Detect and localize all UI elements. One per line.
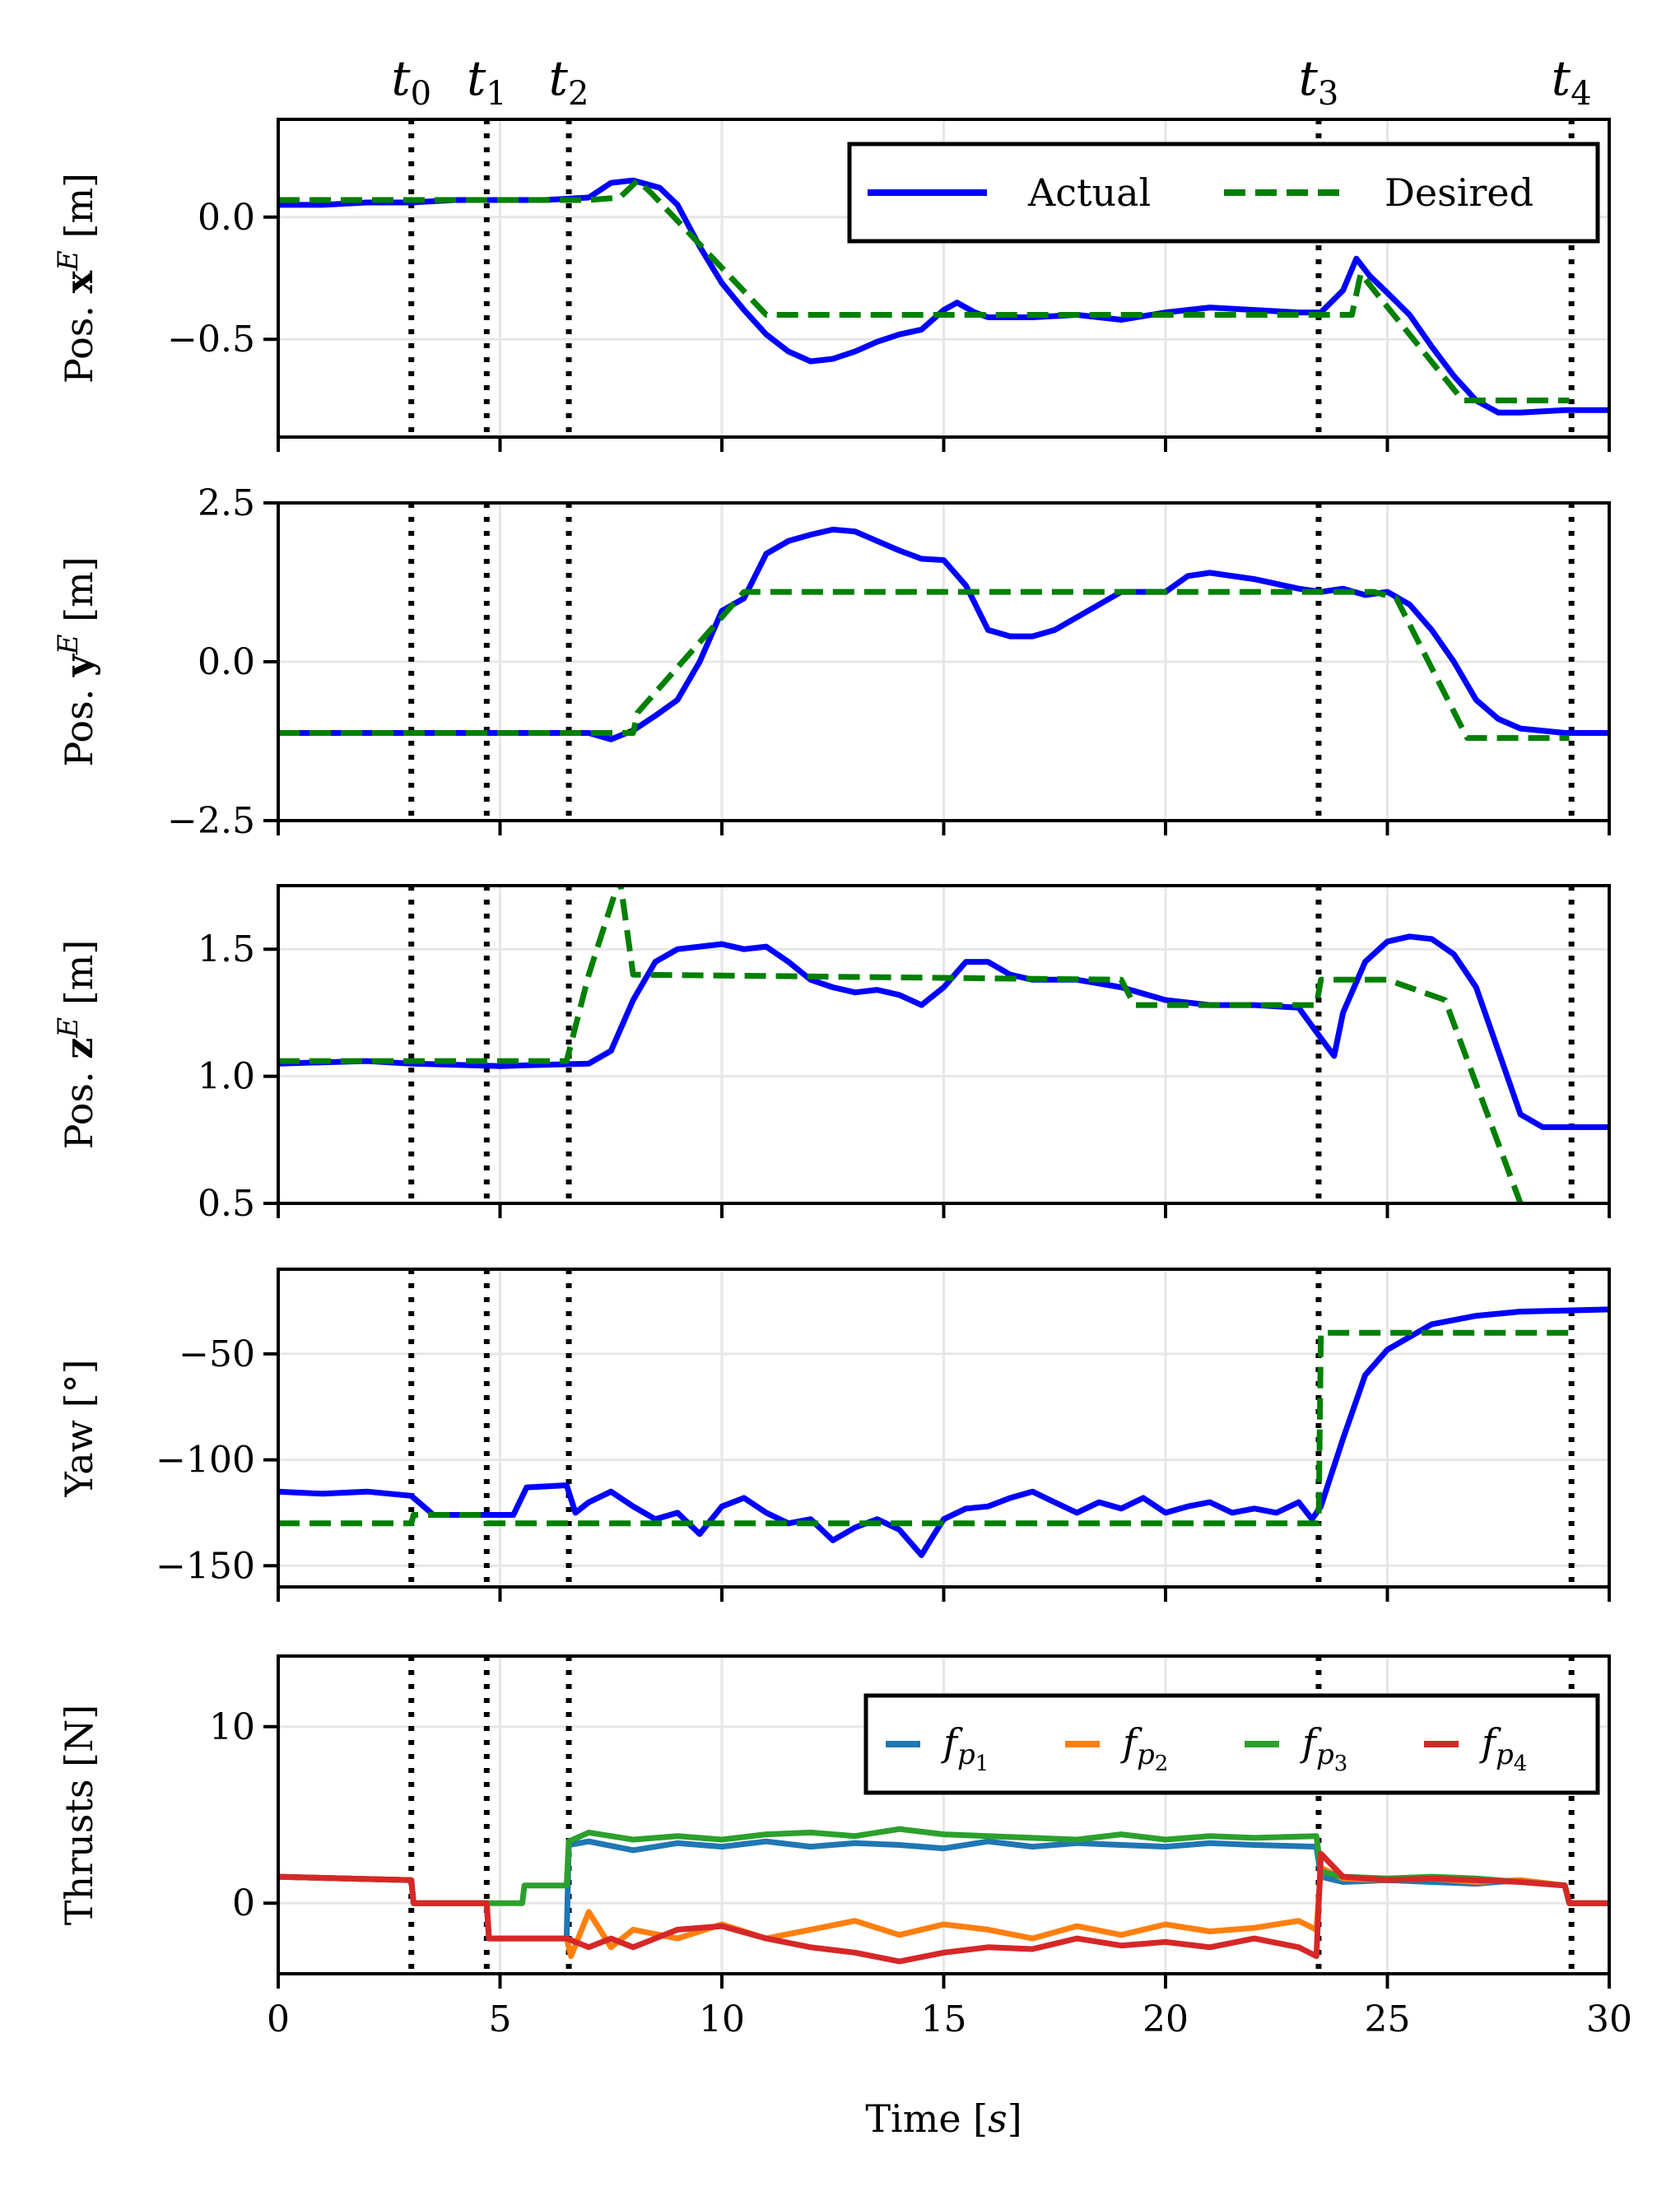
x-tick-label: 30	[1586, 1998, 1632, 2040]
grid	[277, 501, 1611, 822]
x-tick-label: 20	[1142, 1998, 1189, 2040]
x-tick-label: 10	[699, 1998, 745, 2040]
x-tick-label: 15	[921, 1998, 967, 2040]
y-axis-label: Yaw [°]	[57, 1359, 101, 1497]
ylabel-prefix: Pos.	[57, 677, 101, 767]
series-actual	[278, 933, 1609, 1130]
y-tick-label: 0.0	[198, 641, 255, 683]
ylabel-var: x	[57, 270, 101, 293]
y-tick-label: −2.5	[167, 800, 255, 842]
legend-sub: p	[1316, 1738, 1334, 1771]
ylabel-unit: [m]	[57, 556, 101, 634]
event-label-t1: t1	[467, 50, 507, 113]
series-group	[278, 886, 1609, 1203]
ylabel-var: y	[57, 654, 101, 677]
panel-1: 0.0 −0.5 Pos. xE [m] Actual Desired	[52, 118, 1611, 452]
legend-sub: p	[1496, 1738, 1514, 1771]
event-sub: 3	[1318, 75, 1338, 113]
event-label-t0: t0	[391, 50, 431, 113]
event-label-t4: t4	[1552, 50, 1592, 113]
event-sub: 2	[568, 75, 589, 113]
panel-4: −50 −100 −150 Yaw [°]	[57, 1268, 1611, 1602]
legend-label-desired: Desired	[1384, 170, 1533, 215]
legend: fp1 fp2 fp3 fp4	[863, 1693, 1600, 1795]
ylabel-prefix: Pos.	[57, 1059, 101, 1150]
y-tick-label: −150	[156, 1545, 255, 1587]
legend-box	[863, 1693, 1600, 1795]
ylabel-unit: [m]	[57, 940, 101, 1017]
y-tick-label: 10	[209, 1706, 255, 1748]
y-tick-label: −0.5	[167, 319, 255, 361]
series-group	[278, 526, 1609, 742]
y-axis-label: Thrusts [N]	[57, 1705, 101, 1925]
legend-sub: p	[1137, 1738, 1155, 1771]
legend-label-fp1: fp1	[941, 1720, 989, 1776]
legend-label-fp3: fp3	[1300, 1720, 1347, 1776]
legend-label-actual: Actual	[1027, 170, 1151, 215]
series-group	[278, 1826, 1609, 1965]
series-fp4	[278, 1850, 1609, 1965]
legend-subsub: 4	[1514, 1752, 1528, 1776]
series-desired	[278, 886, 1524, 1203]
event-t: t	[1552, 50, 1571, 106]
event-label-t2: t2	[549, 50, 589, 113]
y-tick-label: 1.0	[198, 1056, 255, 1098]
y-tick-label: 0.5	[198, 1183, 255, 1225]
ylabel-var: z	[57, 1038, 101, 1059]
xlabel-text: Time [	[865, 2096, 988, 2141]
xlabel-unit: s	[988, 2096, 1008, 2141]
grid	[277, 1269, 1611, 1587]
legend-sub: p	[957, 1738, 975, 1771]
event-sub: 0	[411, 75, 431, 113]
legend-subsub: 1	[975, 1752, 989, 1776]
event-t: t	[467, 50, 486, 106]
series-group	[278, 1306, 1609, 1558]
series-actual	[278, 526, 1609, 742]
xlabel-bracket: ]	[1008, 2096, 1022, 2141]
y-tick-label: 0	[232, 1882, 255, 1924]
y-tick-label: 0.0	[198, 197, 255, 239]
x-tick-label: 0	[267, 1998, 290, 2040]
y-tick-label: 1.5	[198, 928, 255, 970]
ylabel-sup: E	[52, 250, 85, 272]
legend-label-fp4: fp4	[1479, 1720, 1527, 1776]
series-desired	[278, 1329, 1570, 1527]
series-actual	[278, 1306, 1609, 1558]
panel-3: 1.5 1.0 0.5 Pos. zE [m]	[52, 884, 1611, 1225]
y-tick-label: −100	[156, 1440, 255, 1482]
series-actual	[278, 177, 1609, 416]
event-t: t	[1299, 50, 1319, 106]
y-tick-label: 2.5	[198, 482, 255, 524]
series-desired	[278, 177, 1570, 403]
series-group	[278, 177, 1609, 416]
y-tick-label: −50	[179, 1333, 255, 1375]
ylabel-sup: E	[52, 634, 85, 655]
x-axis-label: Time [s]	[865, 2096, 1021, 2141]
event-t: t	[391, 50, 411, 106]
legend: Actual Desired	[847, 142, 1600, 244]
ylabel-sup: E	[52, 1017, 85, 1039]
y-axis-label: Pos. yE [m]	[52, 556, 101, 766]
y-axis-label: Pos. xE [m]	[52, 173, 101, 384]
event-label-t3: t3	[1299, 50, 1339, 113]
series-desired	[278, 589, 1570, 742]
legend-subsub: 3	[1334, 1752, 1348, 1776]
event-t: t	[549, 50, 569, 106]
event-sub: 1	[486, 75, 506, 113]
panel-2: 2.5 0.0 −2.5 Pos. yE [m]	[52, 482, 1611, 842]
grid	[277, 886, 1611, 1205]
ylabel-prefix: Pos.	[57, 293, 101, 384]
y-axis-label: Pos. zE [m]	[52, 940, 101, 1150]
ylabel-unit: [m]	[57, 173, 101, 250]
legend-subsub: 2	[1155, 1752, 1169, 1776]
x-tick-label: 5	[489, 1998, 512, 2040]
x-tick-label: 25	[1365, 1998, 1411, 2040]
event-sub: 4	[1571, 75, 1591, 113]
